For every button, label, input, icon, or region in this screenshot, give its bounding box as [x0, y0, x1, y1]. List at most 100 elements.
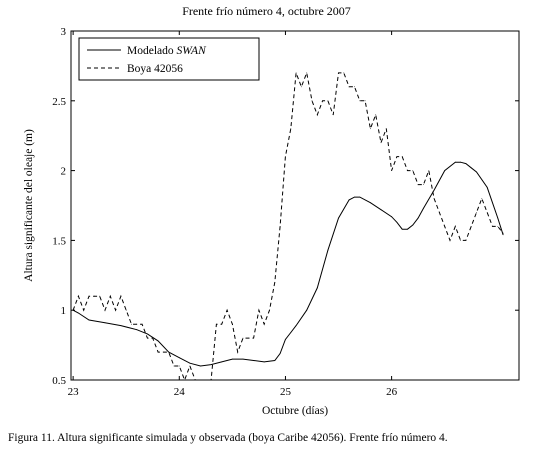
x-tick-label: 26 [386, 386, 398, 398]
data-point [104, 309, 106, 311]
data-point [370, 128, 371, 130]
data-point [247, 337, 249, 339]
data-point [417, 184, 419, 186]
data-point [88, 319, 90, 321]
data-point [152, 337, 154, 339]
data-point [157, 340, 159, 342]
data-point [401, 156, 403, 158]
data-point [412, 224, 414, 226]
data-point [157, 351, 159, 353]
data-point [423, 184, 424, 186]
data-point [354, 86, 355, 88]
data-point [242, 358, 244, 360]
data-point [163, 351, 164, 353]
data-point [439, 212, 440, 213]
x-tick-label: 23 [68, 386, 80, 398]
data-point [253, 337, 255, 339]
data-point [481, 198, 483, 199]
data-point [258, 309, 260, 311]
data-point [200, 365, 201, 367]
legend-label: Modelado SWAN [127, 45, 207, 57]
data-point [407, 228, 408, 230]
data-point [290, 332, 292, 333]
data-point [78, 295, 79, 297]
data-point [178, 365, 180, 367]
data-point [332, 114, 334, 116]
data-point [391, 170, 392, 172]
data-point [274, 360, 276, 361]
legend: Modelado SWAN Boya 42056 [78, 37, 260, 81]
data-point [444, 170, 446, 172]
data-point [396, 156, 398, 158]
data-point [375, 114, 377, 116]
data-point [327, 249, 329, 251]
data-point [316, 114, 318, 116]
data-point [205, 379, 207, 381]
data-point [189, 365, 191, 367]
data-point [141, 323, 143, 325]
data-point [279, 226, 281, 227]
data-point [497, 226, 499, 227]
data-point [316, 287, 318, 289]
data-point [444, 226, 446, 227]
series-line-modelado-swan [72, 161, 504, 367]
x-tick-label: 24 [174, 386, 186, 398]
data-point [343, 72, 345, 74]
y-tick-label: 2 [61, 166, 67, 178]
data-point [497, 217, 499, 219]
data-point [486, 187, 488, 188]
data-point [88, 295, 90, 297]
legend-label: Boya 42056 [127, 63, 183, 75]
line-chart: 23 24 25 26 0.5 1 1.5 2 2.5 3 Modelado SWAN Boya 4… [23, 26, 520, 417]
x-axis-label: Octubre (días) [262, 405, 328, 417]
data-point [242, 337, 244, 339]
data-point [136, 323, 138, 325]
plot-frame-layer [70, 30, 520, 381]
plot-frame [70, 30, 520, 381]
data-point [295, 72, 297, 74]
data-point [322, 100, 323, 102]
chart-title: Frente frío número 4, octubre 2007 [182, 4, 351, 18]
data-point [263, 361, 265, 363]
data-point [216, 323, 217, 325]
data-point [391, 216, 392, 218]
data-point [380, 209, 382, 211]
data-point [354, 196, 355, 198]
data-point [109, 295, 111, 297]
data-point [327, 100, 329, 102]
data-point [104, 322, 106, 324]
y-tick-label: 2.5 [52, 96, 66, 108]
data-point [364, 100, 366, 102]
data-point [232, 323, 233, 325]
data-point [226, 309, 228, 311]
data-point [290, 128, 292, 130]
data-point [423, 207, 424, 209]
data-point [168, 351, 170, 353]
data-point [237, 351, 239, 353]
data-point [301, 86, 302, 88]
data-point [370, 202, 371, 204]
data-point [136, 329, 138, 331]
data-point [120, 295, 122, 297]
data-point [476, 171, 477, 173]
data-point [460, 240, 461, 241]
data-point [131, 323, 132, 325]
data-point [407, 170, 408, 172]
data-point [454, 161, 456, 163]
data-point [433, 198, 435, 199]
data-point [274, 281, 276, 283]
data-point [295, 325, 297, 326]
data-point [502, 233, 504, 234]
data-point [269, 309, 270, 311]
data-point [348, 199, 350, 201]
data-point [221, 361, 223, 363]
data-point [210, 379, 212, 381]
ticks-layer: 23 24 25 26 0.5 1 1.5 2 2.5 3 [52, 26, 519, 398]
data-point [83, 309, 85, 311]
data-point [253, 360, 255, 361]
data-point [476, 212, 477, 213]
data-point [306, 309, 308, 311]
data-point [232, 358, 233, 360]
data-point [125, 309, 127, 311]
data-point [486, 212, 488, 213]
